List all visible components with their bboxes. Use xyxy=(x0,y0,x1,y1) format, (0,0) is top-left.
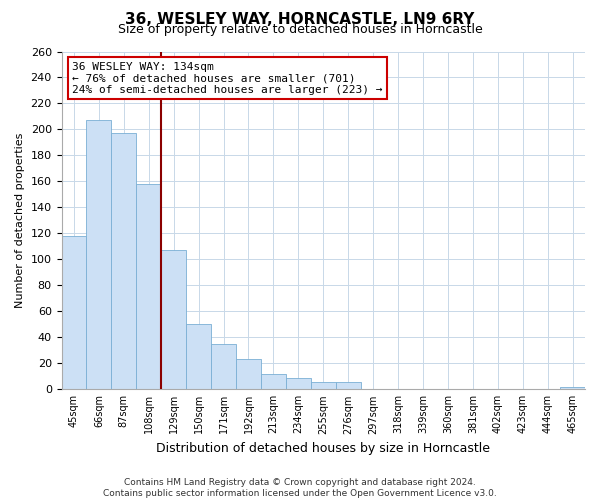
Bar xyxy=(286,378,311,390)
Bar xyxy=(161,250,186,390)
X-axis label: Distribution of detached houses by size in Horncastle: Distribution of detached houses by size … xyxy=(156,442,490,455)
Bar xyxy=(236,360,261,390)
Text: Contains HM Land Registry data © Crown copyright and database right 2024.
Contai: Contains HM Land Registry data © Crown c… xyxy=(103,478,497,498)
Text: Size of property relative to detached houses in Horncastle: Size of property relative to detached ho… xyxy=(118,22,482,36)
Bar xyxy=(62,236,86,390)
Bar xyxy=(186,324,211,390)
Bar xyxy=(136,184,161,390)
Bar xyxy=(211,344,236,390)
Bar xyxy=(560,386,585,390)
Bar xyxy=(261,374,286,390)
Bar xyxy=(112,134,136,390)
Bar xyxy=(336,382,361,390)
Text: 36 WESLEY WAY: 134sqm
← 76% of detached houses are smaller (701)
24% of semi-det: 36 WESLEY WAY: 134sqm ← 76% of detached … xyxy=(72,62,382,95)
Bar xyxy=(311,382,336,390)
Text: 36, WESLEY WAY, HORNCASTLE, LN9 6RY: 36, WESLEY WAY, HORNCASTLE, LN9 6RY xyxy=(125,12,475,28)
Bar xyxy=(86,120,112,390)
Y-axis label: Number of detached properties: Number of detached properties xyxy=(15,132,25,308)
